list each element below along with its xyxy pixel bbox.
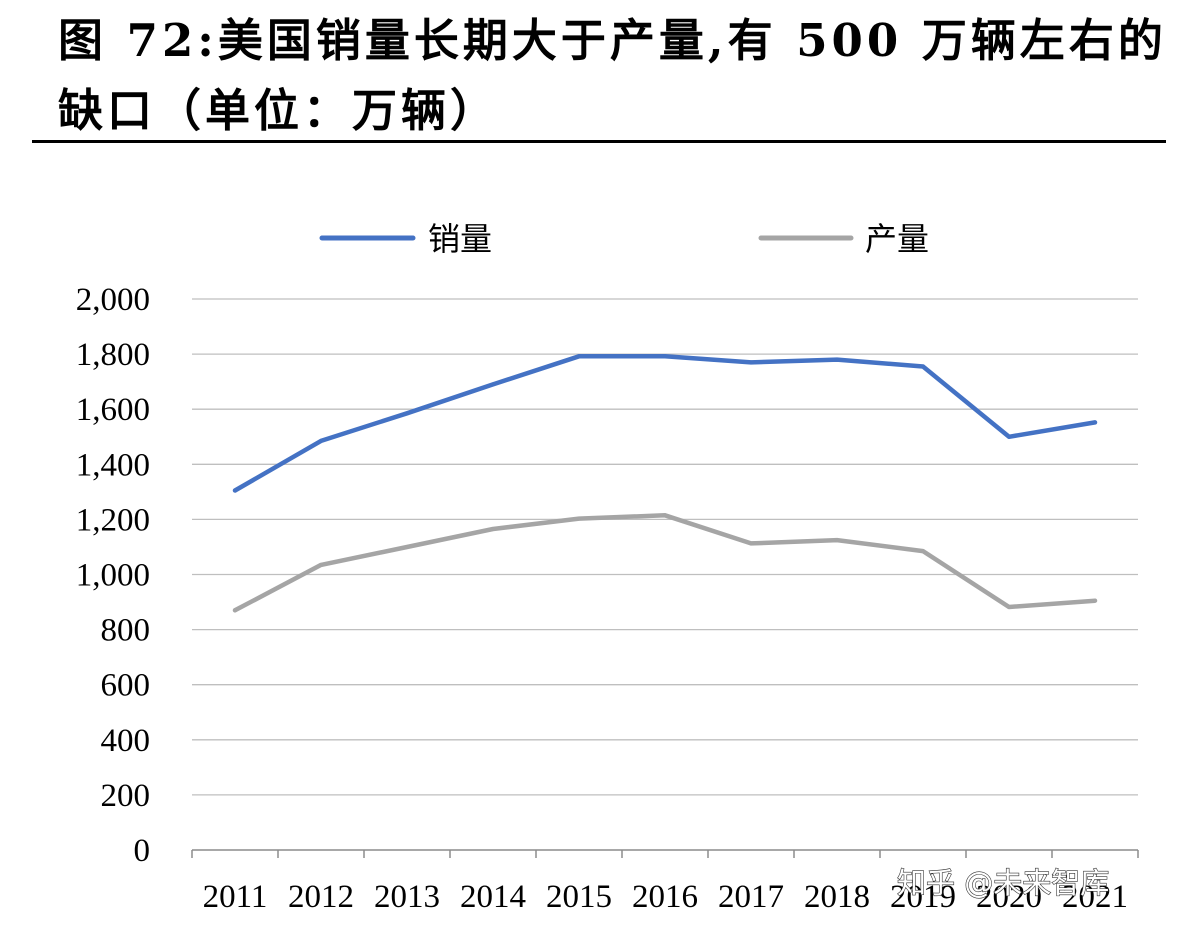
data-point — [1093, 420, 1097, 425]
data-point — [749, 360, 753, 365]
data-point — [835, 357, 839, 362]
series-lines — [232, 354, 1098, 613]
chart-title: 图 72:美国销量长期大于产量,有 500 万辆左右的 缺口（单位：万辆） — [58, 6, 1168, 146]
data-point — [663, 513, 667, 518]
series-line-1 — [232, 354, 1098, 493]
data-point — [405, 544, 409, 549]
y-tick-label: 800 — [101, 613, 151, 649]
data-point — [233, 488, 237, 493]
legend-label-1: 销量 — [428, 220, 492, 258]
data-point — [491, 382, 495, 387]
x-tick-label: 2020 — [976, 879, 1042, 915]
grid-lines — [192, 298, 1138, 796]
data-point — [921, 364, 925, 369]
x-tick-label: 2014 — [460, 879, 526, 915]
data-point — [319, 562, 323, 567]
x-tick-label: 2015 — [546, 879, 612, 915]
x-axis-ticks: 2011 2012 2013 2014 2015 2016 2017 2018 2019 2020… — [203, 879, 1128, 915]
y-axis-ticks: 0 200 400 600 800 1,000 1,200 1,400 1,600 1,800 2,… — [76, 282, 150, 869]
data-point — [577, 516, 581, 521]
y-tick-label: 0 — [134, 833, 151, 869]
y-tick-label: 400 — [101, 723, 151, 759]
x-tick-label: 2016 — [632, 879, 698, 915]
x-tick-label: 2018 — [804, 879, 870, 915]
legend: 销量 产量 — [319, 220, 929, 258]
data-point — [1093, 598, 1097, 603]
y-tick-label: 2,000 — [76, 282, 150, 318]
data-point — [1007, 434, 1011, 439]
data-point — [319, 438, 323, 443]
x-tick-label: 2017 — [718, 879, 784, 915]
y-tick-label: 1,600 — [76, 392, 150, 428]
data-point — [233, 608, 237, 613]
data-point — [663, 354, 667, 359]
x-tick-label: 2021 — [1062, 879, 1128, 915]
x-tick-label: 2019 — [890, 879, 956, 915]
data-point — [491, 527, 495, 532]
legend-label-2: 产量 — [865, 220, 929, 258]
data-point — [405, 411, 409, 416]
series-line-2 — [232, 513, 1098, 613]
watermark-text: 知乎 @未来智库 — [897, 866, 1109, 900]
y-tick-label: 200 — [101, 778, 151, 814]
y-tick-label: 1,400 — [76, 447, 150, 483]
x-tick-label: 2012 — [288, 879, 354, 915]
y-tick-label: 1,200 — [76, 502, 150, 538]
x-tick-label: 2013 — [374, 879, 440, 915]
x-axis — [191, 849, 1139, 858]
title-rule — [32, 140, 1166, 143]
y-tick-label: 600 — [101, 668, 151, 704]
y-tick-label: 1,800 — [76, 337, 150, 373]
x-tick-label: 2011 — [203, 879, 268, 915]
data-point — [1007, 605, 1011, 610]
chart-title-line-1: 图 72:美国销量长期大于产量,有 500 万辆左右的 — [58, 14, 1167, 67]
data-point — [835, 538, 839, 543]
chart-title-line-2: 缺口（单位：万辆） — [58, 84, 500, 137]
data-point — [577, 354, 581, 359]
data-point — [921, 549, 925, 554]
y-tick-label: 1,000 — [76, 558, 150, 594]
data-point — [749, 541, 753, 546]
